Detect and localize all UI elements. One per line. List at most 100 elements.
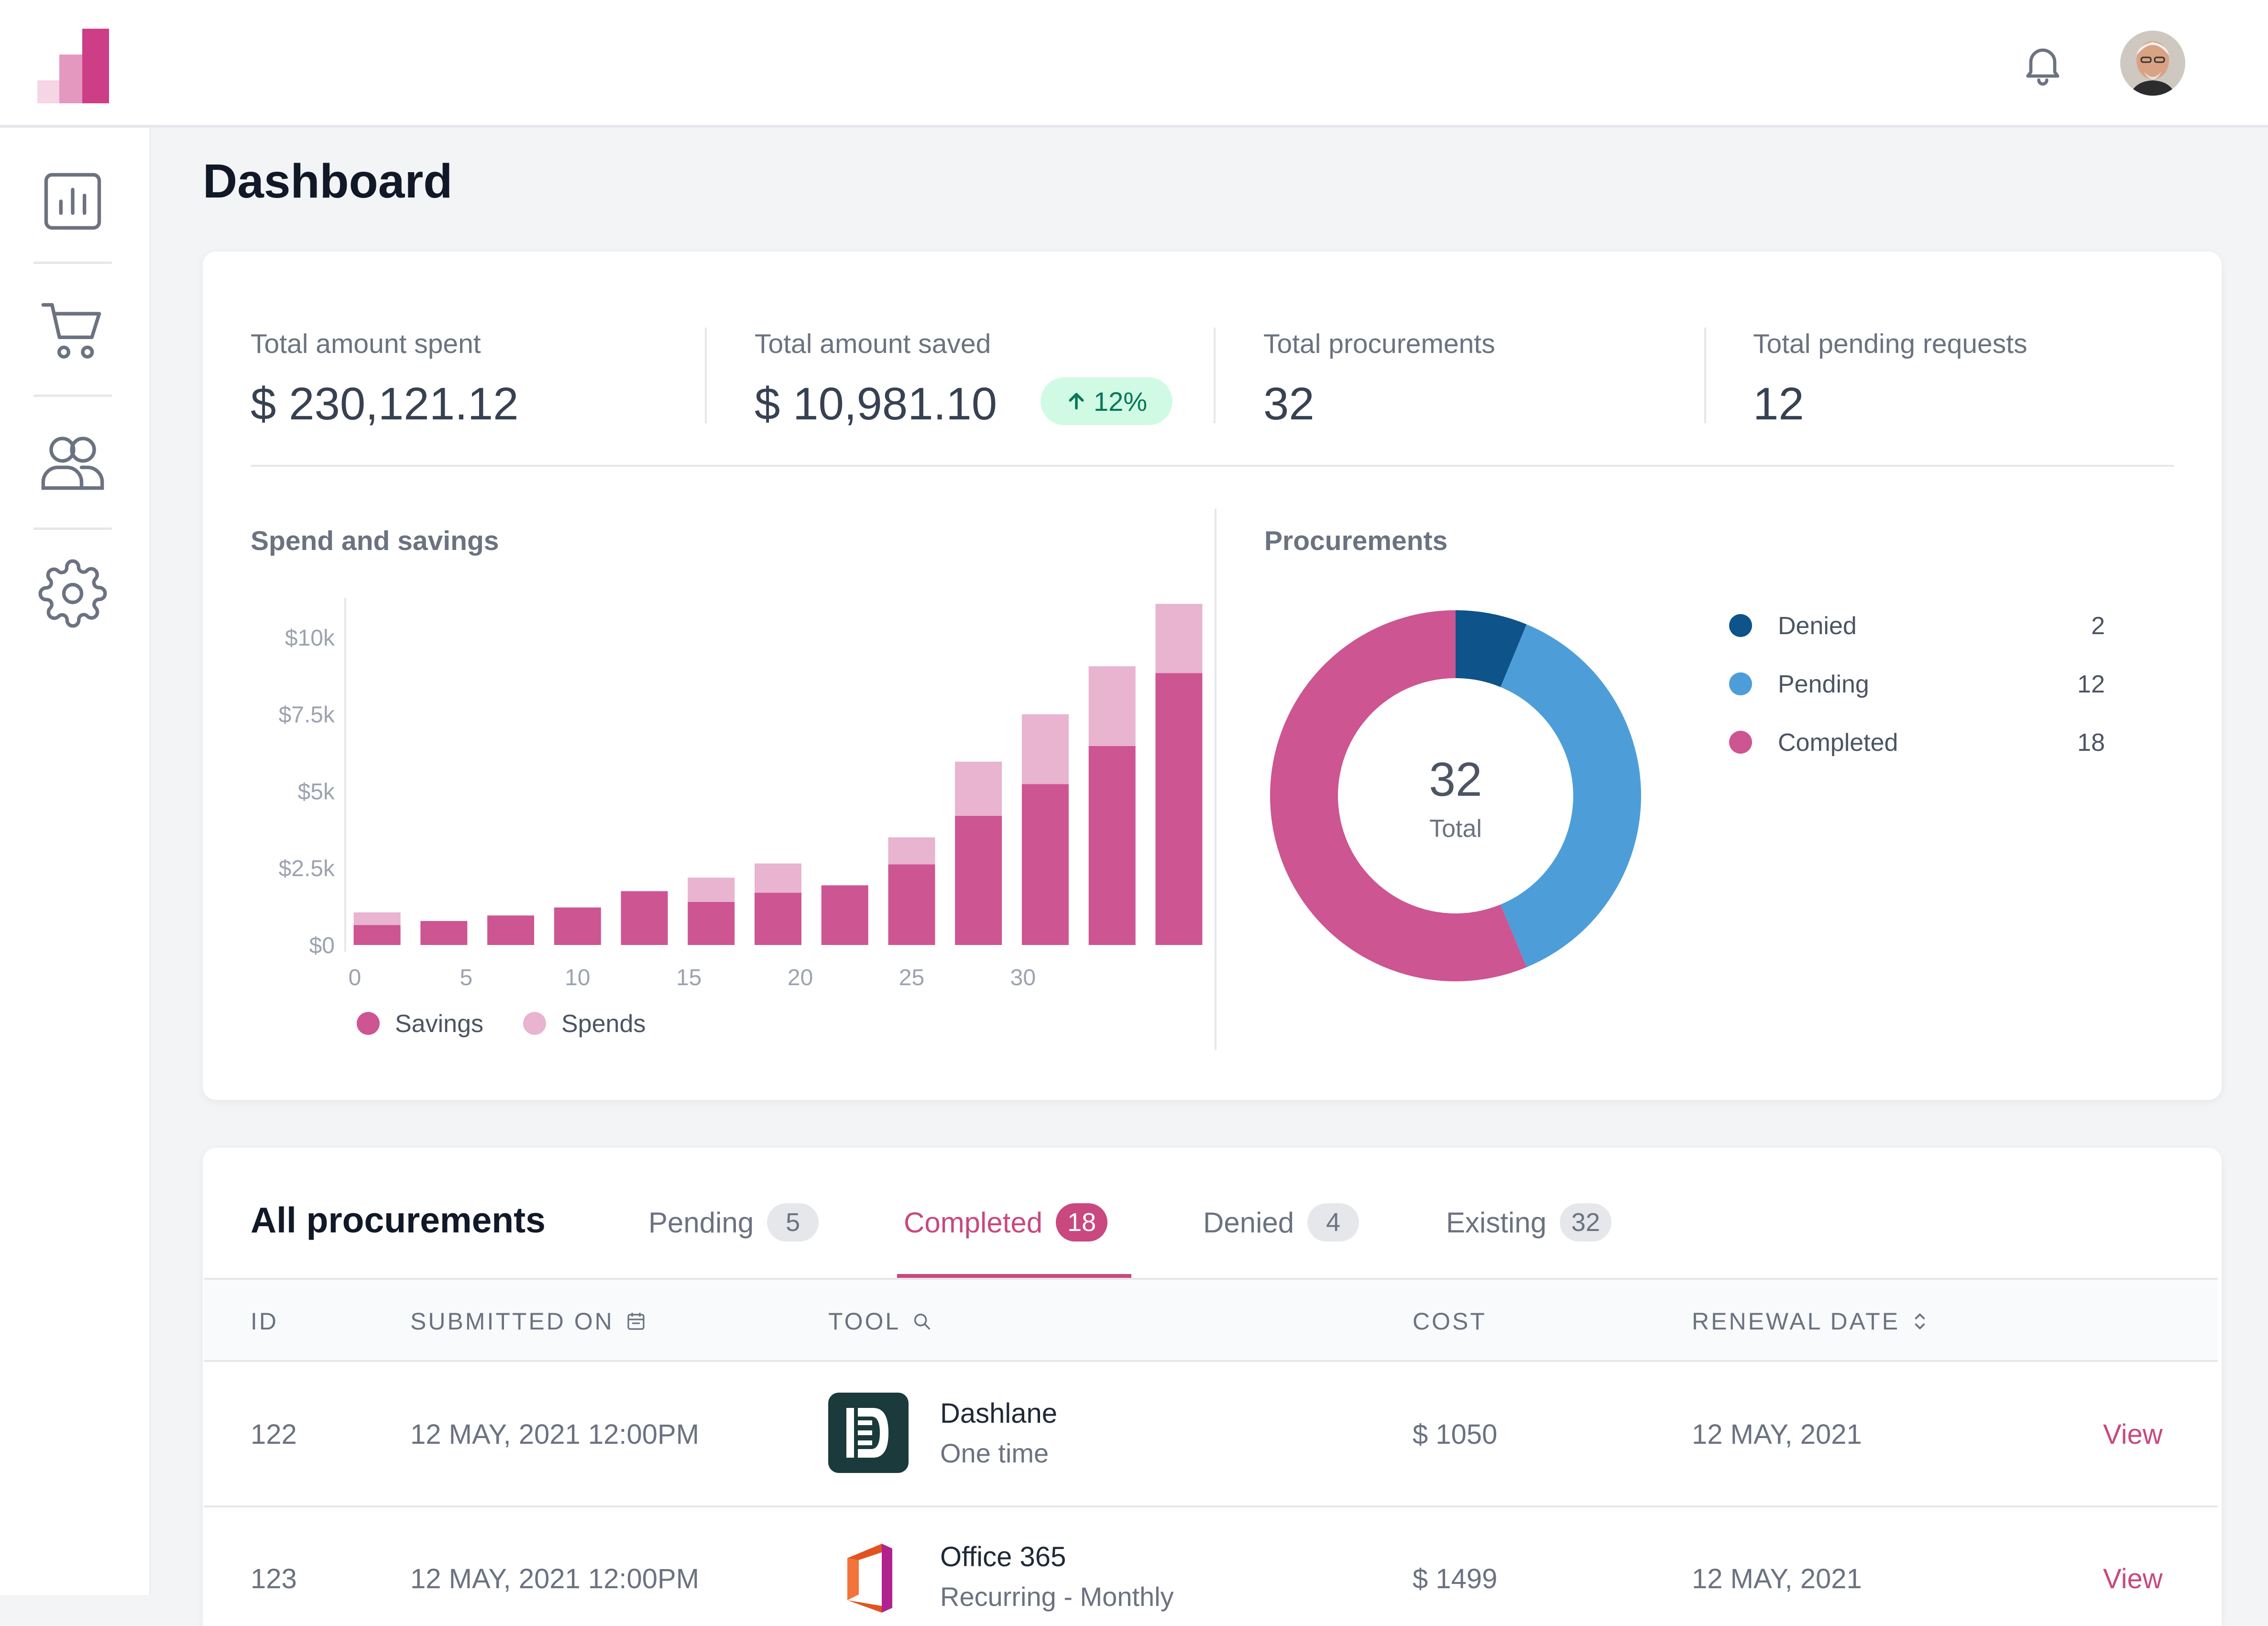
savings-bar[interactable] — [1021, 784, 1069, 945]
cart-icon[interactable] — [37, 296, 108, 367]
spends-bar[interactable] — [353, 912, 401, 925]
cell-cost: $ 1499 — [1413, 1563, 1498, 1594]
column-label: ID — [251, 1308, 278, 1335]
tab-pending[interactable]: Pending 5 — [648, 1203, 819, 1241]
column-label: SUBMITTED ON — [410, 1308, 614, 1335]
cell-submitted: 12 MAY, 2021 12:00PM — [410, 1563, 700, 1594]
chart-icon[interactable] — [37, 166, 108, 237]
user-avatar[interactable] — [2120, 31, 2185, 96]
summary-card — [203, 252, 2222, 1100]
tab-count: 18 — [1056, 1203, 1108, 1241]
y-tick-label: $0 — [309, 933, 335, 958]
y-tick-label: $10k — [285, 626, 335, 651]
bell-icon[interactable] — [2019, 40, 2067, 88]
savings-bar[interactable] — [821, 885, 868, 945]
column-label: RENEWAL DATE — [1692, 1308, 1900, 1335]
calendar-icon[interactable] — [625, 1310, 647, 1333]
savings-bar[interactable] — [554, 907, 601, 945]
column-tool[interactable]: TOOL — [828, 1307, 933, 1335]
y-tick-label: $7.5k — [279, 703, 335, 728]
x-tick-label: 0 — [349, 965, 362, 990]
savings-bar[interactable] — [1155, 673, 1203, 945]
stat-divider — [705, 328, 707, 423]
sidebar-divider — [33, 395, 112, 397]
procurements-donut-chart: 32 Total Denied 2 Pending 12 Completed 18 — [1270, 610, 2105, 981]
view-link[interactable]: View — [2103, 1419, 2163, 1450]
spends-bar[interactable] — [755, 863, 801, 893]
table-header — [204, 1278, 2218, 1362]
legend-value: 12 — [2077, 670, 2105, 698]
legend-swatch — [357, 1012, 380, 1035]
tab-label: Completed — [904, 1206, 1043, 1239]
top-bar — [0, 0, 2268, 128]
tab-denied[interactable]: Denied 4 — [1203, 1203, 1359, 1241]
page-title: Dashboard — [203, 154, 453, 208]
sidebar-divider — [33, 527, 112, 530]
legend-swatch — [1729, 614, 1752, 637]
spends-bar[interactable] — [1021, 714, 1069, 784]
savings-bar[interactable] — [755, 892, 801, 945]
stat-label-pending: Total pending requests — [1753, 329, 2027, 359]
column-submitted-on[interactable]: SUBMITTED ON — [410, 1307, 647, 1335]
cell-submitted: 12 MAY, 2021 12:00PM — [410, 1419, 700, 1450]
x-tick-label: 30 — [1010, 965, 1036, 990]
sidebar — [0, 128, 151, 1595]
spends-bar[interactable] — [1088, 666, 1136, 746]
savings-bar[interactable] — [688, 901, 735, 945]
cell-tool-type: One time — [940, 1438, 1049, 1468]
spends-bar[interactable] — [955, 761, 1002, 816]
tab-existing[interactable]: Existing 32 — [1446, 1203, 1612, 1241]
stat-label-spent: Total amount spent — [251, 329, 481, 359]
arrow-up-icon — [1069, 393, 1084, 410]
cell-id: 122 — [251, 1419, 297, 1450]
x-tick-label: 5 — [460, 965, 473, 990]
stat-label-procurements: Total procurements — [1263, 329, 1495, 359]
active-tab-indicator — [897, 1274, 1131, 1278]
spend-savings-chart: $0 $2.5k $5k $7.5k $10k 0 5 10 15 20 25 30 Savings… — [279, 598, 1203, 1038]
users-icon[interactable] — [37, 426, 108, 497]
search-icon[interactable] — [911, 1310, 933, 1332]
tab-completed[interactable]: Completed 18 — [904, 1203, 1108, 1241]
donut-slice-denied[interactable] — [1456, 610, 1527, 687]
savings-bar[interactable] — [955, 815, 1002, 945]
stat-value-spent: $ 230,121.12 — [251, 378, 519, 429]
app-logo[interactable] — [37, 29, 109, 103]
stats-divider — [251, 465, 2174, 467]
cell-tool-name: Dashlane — [940, 1398, 1058, 1429]
x-tick-label: 15 — [676, 965, 701, 990]
donut-chart-title: Procurements — [1264, 526, 1448, 556]
column-renewal-date[interactable]: RENEWAL DATE — [1692, 1307, 1929, 1335]
savings-bar[interactable] — [621, 891, 668, 945]
donut-center-label: Total — [1429, 815, 1482, 843]
row-divider — [204, 1505, 2218, 1507]
tab-label: Existing — [1446, 1206, 1547, 1239]
charts-divider — [1215, 509, 1216, 1050]
x-tick-label: 25 — [899, 965, 924, 990]
bar-chart-title: Spend and savings — [251, 526, 499, 556]
legend-swatch — [523, 1012, 546, 1035]
savings-bar[interactable] — [420, 921, 468, 945]
savings-bar[interactable] — [353, 925, 401, 945]
spends-bar[interactable] — [1155, 604, 1203, 673]
spends-bar[interactable] — [888, 837, 935, 865]
tab-count: 4 — [1307, 1203, 1359, 1241]
donut-slice-pending[interactable] — [1501, 624, 1641, 967]
sort-icon[interactable] — [1910, 1309, 1929, 1333]
savings-bar[interactable] — [1088, 746, 1136, 945]
donut-slice-completed[interactable] — [1270, 610, 1527, 981]
savings-bar[interactable] — [888, 864, 935, 945]
view-link[interactable]: View — [2103, 1563, 2163, 1594]
cell-tool-name: Office 365 — [940, 1541, 1066, 1572]
legend-value: 2 — [2091, 612, 2105, 640]
legend-label: Spends — [561, 1010, 646, 1038]
legend-label: Savings — [395, 1010, 483, 1038]
gear-icon[interactable] — [37, 558, 108, 629]
legend-label: Completed — [1778, 729, 1898, 757]
column-label: TOOL — [828, 1308, 901, 1335]
legend-label: Denied — [1778, 612, 1857, 640]
column-label: COST — [1413, 1308, 1487, 1335]
spends-bar[interactable] — [688, 878, 735, 902]
savings-bar[interactable] — [487, 915, 535, 945]
cell-renewal: 12 MAY, 2021 — [1692, 1419, 1862, 1450]
cell-renewal: 12 MAY, 2021 — [1692, 1563, 1862, 1594]
